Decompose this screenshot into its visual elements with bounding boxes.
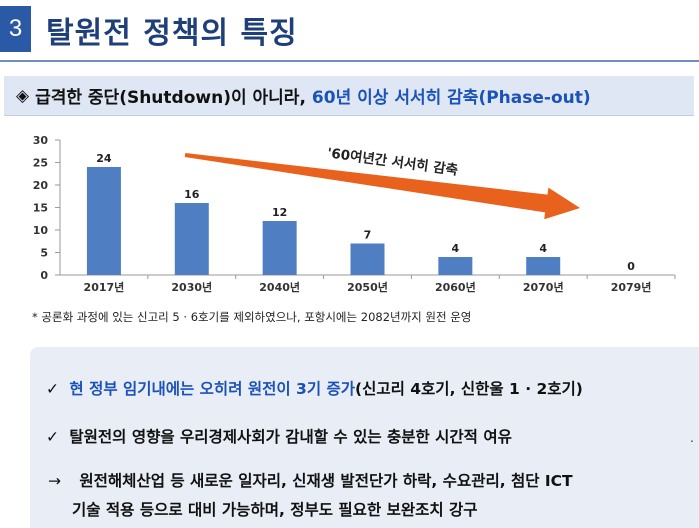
point-3-text: 원전해체산업 등 새로운 일자리, 신재생 발전단가 하락, 수요관리, 첨단 …: [79, 472, 573, 490]
x-tick-label: 2079년: [611, 280, 652, 294]
footnote: * 공론화 과정에 있는 신고리 5 · 6호기를 제외하였으나, 포항시에는 …: [32, 310, 472, 324]
data-label: 4: [539, 242, 547, 255]
bar-chart: 0 5 10 15 20 25 30 24 2017년 16 2030년 12 2040년 7 2050년 4…: [33, 134, 676, 294]
data-label: 7: [364, 229, 372, 242]
header-divider: [0, 60, 699, 62]
bar: [262, 221, 297, 275]
x-tick-label: 2017년: [84, 280, 125, 294]
data-label: 4: [452, 242, 460, 255]
bar: [438, 257, 473, 275]
data-label: 12: [272, 206, 287, 219]
data-label: 16: [184, 188, 200, 201]
check-icon: ✓: [46, 428, 59, 446]
y-tick-label: 20: [33, 179, 49, 192]
right-arrow-icon: →: [48, 472, 61, 490]
data-label: 24: [96, 152, 112, 165]
bar: [174, 203, 209, 275]
x-tick-label: 2050년: [347, 280, 388, 294]
point-1: ✓ 현 정부 임기내에는 오히려 원전이 3기 증가(신고리 4호기, 신한울 …: [46, 377, 583, 399]
point-2: ✓ 탈원전의 영향을 우리경제사회가 감내할 수 있는 충분한 시간적 여유: [46, 425, 512, 447]
y-tick-label: 15: [33, 202, 48, 215]
y-tick-label: 10: [33, 224, 49, 237]
y-tick-label: 25: [33, 157, 48, 170]
trend-arrow: [184, 153, 580, 220]
diamond-bullet-icon: ◈: [16, 85, 30, 106]
point-1-highlight: 현 정부 임기내에는 오히려 원전이 3기 증가: [69, 380, 355, 398]
point-1-detail: (신고리 4호기, 신한울 1 · 2호기): [355, 380, 583, 398]
page-title: 탈원전 정책의 특징: [46, 16, 298, 51]
x-tick-label: 2040년: [259, 280, 300, 294]
x-tick-label: 2070년: [523, 280, 564, 294]
subtitle-text: 급격한 중단(Shutdown)이 아니라,: [35, 88, 306, 108]
subtitle-bar: ◈ 급격한 중단(Shutdown)이 아니라, 60년 이상 서서히 감축(P…: [4, 76, 694, 116]
bar: [350, 243, 385, 275]
check-icon: ✓: [46, 380, 59, 398]
data-label: 0: [627, 260, 635, 273]
point-3: → 원전해체산업 등 새로운 일자리, 신재생 발전단가 하락, 수요관리, 첨…: [48, 469, 573, 491]
bar: [86, 167, 121, 275]
x-tick-label: 2030년: [171, 280, 212, 294]
y-tick-label: 5: [40, 247, 48, 260]
y-tick-label: 0: [40, 269, 48, 282]
section-number-badge: 3: [0, 6, 31, 52]
y-tick-label: 30: [33, 134, 49, 147]
point-3-continued: 기술 적용 등으로 대비 가능하며, 정부도 필요한 보완조치 강구: [72, 501, 478, 519]
key-points-panel: [30, 347, 699, 528]
header: 3 탈원전 정책의 특징: [0, 0, 699, 62]
x-tick-label: 2060년: [435, 280, 476, 294]
stray-mark: .: [690, 431, 694, 445]
bar: [526, 257, 561, 275]
point-2-text: 탈원전의 영향을 우리경제사회가 감내할 수 있는 충분한 시간적 여유: [69, 428, 512, 446]
subtitle-highlight: 60년 이상 서서히 감축(Phase-out): [311, 88, 591, 108]
